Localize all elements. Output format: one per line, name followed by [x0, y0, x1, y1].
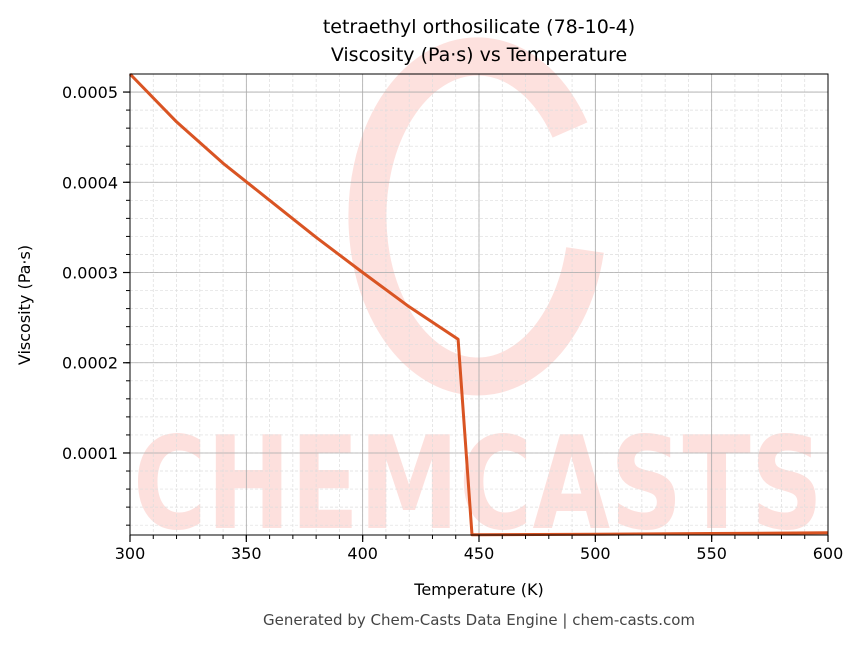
x-tick-labels: 300 350 400 450 500 550 600 — [115, 544, 844, 563]
svg-text:CHEMCASTS: CHEMCASTS — [133, 410, 823, 559]
series-line — [128, 72, 829, 537]
y-tick-label: 0.0005 — [62, 83, 118, 102]
y-tick-label: 0.0004 — [62, 173, 118, 192]
chemcasts-watermark: CHEMCASTS — [133, 37, 823, 559]
footer-credit: Generated by Chem-Casts Data Engine | ch… — [263, 611, 695, 629]
x-tick-label: 600 — [813, 544, 844, 563]
axis-ticks — [123, 91, 829, 542]
y-tick-label: 0.0003 — [62, 264, 118, 283]
y-tick-label: 0.0001 — [62, 444, 118, 463]
chart-title: tetraethyl orthosilicate (78-10-4) — [323, 16, 635, 38]
x-tick-label: 450 — [464, 544, 495, 563]
x-axis-label: Temperature (K) — [413, 580, 543, 599]
x-tick-label: 550 — [696, 544, 727, 563]
y-tick-labels: 0.0001 0.0002 0.0003 0.0004 0.0005 — [62, 83, 118, 463]
y-axis-label: Viscosity (Pa·s) — [15, 245, 34, 365]
x-tick-label: 500 — [580, 544, 611, 563]
y-tick-label: 0.0002 — [62, 354, 118, 373]
chart-subtitle: Viscosity (Pa·s) vs Temperature — [331, 44, 627, 66]
x-tick-label: 400 — [347, 544, 378, 563]
x-tick-label: 350 — [231, 544, 262, 563]
x-tick-label: 300 — [115, 544, 146, 563]
